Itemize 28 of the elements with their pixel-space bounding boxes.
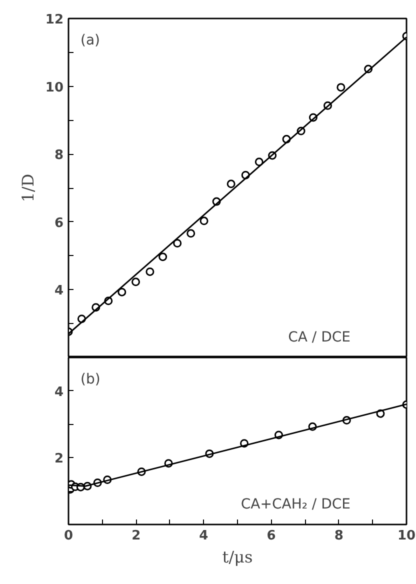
x-tick-label: 2 xyxy=(132,528,141,544)
y-tick-label: 10 xyxy=(45,80,64,96)
y-tick-label: 4 xyxy=(54,384,64,400)
y-tick-label: 6 xyxy=(54,216,64,231)
annotation: CA+CAH₂ / DCE xyxy=(240,496,350,512)
y-tick-label: 12 xyxy=(45,12,64,28)
point xyxy=(200,216,208,226)
point xyxy=(158,252,168,262)
annotation: CA / DCE xyxy=(288,330,351,346)
x-axis-title: t/μs xyxy=(222,548,253,566)
point xyxy=(336,83,346,92)
point xyxy=(118,288,126,296)
y-tick-label: 2 xyxy=(54,452,64,467)
point xyxy=(146,267,154,276)
annotation: (b) xyxy=(80,372,100,388)
x-tick-label: 4 xyxy=(199,528,208,544)
x-tick-label: 6 xyxy=(266,528,276,544)
point xyxy=(173,239,182,248)
x-tick-label: 8 xyxy=(334,528,344,544)
x-tick-label: 0 xyxy=(64,528,74,544)
x-tick-label: 10 xyxy=(397,528,416,544)
y-tick-label: 4 xyxy=(54,284,64,299)
point xyxy=(186,229,196,238)
y-axis-title: 1/D xyxy=(18,174,38,202)
point xyxy=(132,278,140,286)
annotation: (a) xyxy=(80,32,100,48)
point xyxy=(226,180,236,188)
y-tick-label: 8 xyxy=(54,148,64,164)
